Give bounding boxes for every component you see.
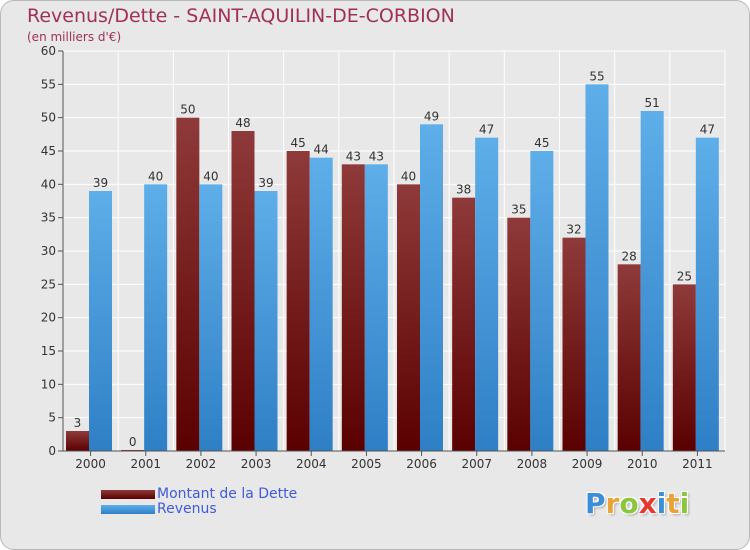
logo-letter: o xyxy=(619,487,639,520)
grid-lines xyxy=(62,50,726,452)
x-tick-label: 2006 xyxy=(406,457,437,471)
data-label: 32 xyxy=(566,223,581,237)
y-tick-label: 25 xyxy=(41,277,56,291)
revenue-bar xyxy=(144,184,168,452)
legend-label-debt: Montant de la Dette xyxy=(157,486,298,502)
y-tick-label: 20 xyxy=(41,311,56,325)
y-tick-label: 35 xyxy=(41,211,56,225)
y-tick-label: 55 xyxy=(41,77,56,91)
logo-letter: t xyxy=(666,487,680,520)
y-tick-label: 5 xyxy=(48,411,56,425)
logo-letter: i xyxy=(679,487,690,520)
bars xyxy=(66,84,719,452)
data-label: 50 xyxy=(180,103,195,117)
x-tick-label: 2002 xyxy=(186,457,217,471)
x-tick-label: 2007 xyxy=(461,457,492,471)
y-tick-label: 50 xyxy=(41,111,56,125)
logo-letter: x xyxy=(638,487,657,520)
data-label: 0 xyxy=(129,435,137,449)
data-labels: 3 39 0 40 50 40 48 39 45 44 43 43 40 49 38 47 35 45 32 55 28… xyxy=(74,69,715,449)
logo-letter: i xyxy=(656,487,667,520)
data-label: 51 xyxy=(645,96,660,110)
y-tick-label: 10 xyxy=(41,377,56,391)
revenue-bar xyxy=(640,111,664,451)
legend-swatch-revenue xyxy=(101,505,155,514)
y-tick-label: 15 xyxy=(41,344,56,358)
revenue-bar xyxy=(585,84,609,451)
data-label: 48 xyxy=(235,116,250,130)
x-tick-label: 2010 xyxy=(627,457,658,471)
y-tick-label: 30 xyxy=(41,244,56,258)
debt-bar xyxy=(672,284,696,451)
y-tick-label: 45 xyxy=(41,144,56,158)
x-tick-label: 2000 xyxy=(75,457,106,471)
data-label: 40 xyxy=(401,169,416,183)
data-label: 49 xyxy=(424,109,439,123)
data-label: 3 xyxy=(74,416,82,430)
logo-letter: P xyxy=(585,487,606,520)
x-tick-label: 2009 xyxy=(572,457,603,471)
debt-bar xyxy=(507,217,531,451)
y-tick-label: 60 xyxy=(41,44,56,58)
data-label: 44 xyxy=(314,143,329,157)
debt-bar xyxy=(562,237,586,451)
revenue-bar xyxy=(199,184,223,452)
revenue-bar xyxy=(420,124,443,451)
debt-bar xyxy=(397,184,420,452)
data-label: 38 xyxy=(456,183,471,197)
debt-bar xyxy=(66,431,89,451)
data-label: 39 xyxy=(258,176,273,190)
data-label: 28 xyxy=(622,249,637,263)
debt-bar xyxy=(286,151,310,451)
data-label: 45 xyxy=(534,136,549,150)
data-label: 40 xyxy=(148,169,163,183)
x-tick-label: 2003 xyxy=(241,457,272,471)
data-label: 55 xyxy=(589,69,604,83)
debt-bar xyxy=(176,117,200,452)
revenue-bar xyxy=(364,164,388,452)
logo-letter: r xyxy=(605,487,620,520)
revenue-bar xyxy=(89,191,112,451)
y-tick-label: 40 xyxy=(41,177,56,191)
revenue-bar xyxy=(530,151,554,451)
data-label: 45 xyxy=(291,136,306,150)
revenue-bar xyxy=(254,191,278,451)
data-label: 39 xyxy=(93,176,108,190)
x-tick-label: 2005 xyxy=(351,457,382,471)
proxiti-logo: Proxiti xyxy=(585,487,689,520)
revenue-bar xyxy=(695,137,719,451)
data-label: 25 xyxy=(677,269,692,283)
x-tick-label: 2001 xyxy=(130,457,161,471)
legend-label-revenue: Revenus xyxy=(157,501,217,517)
debt-bar xyxy=(452,197,476,451)
debt-bar xyxy=(617,264,641,451)
data-label: 35 xyxy=(511,203,526,217)
data-label: 40 xyxy=(203,169,218,183)
debt-bar xyxy=(231,131,255,451)
data-label: 43 xyxy=(346,149,361,163)
chart-subtitle: (en milliers d'€) xyxy=(27,30,122,44)
revenue-bar xyxy=(475,137,499,451)
legend-swatch-debt xyxy=(101,490,155,499)
x-tick-label: 2008 xyxy=(517,457,548,471)
data-label: 47 xyxy=(479,123,494,137)
y-tick-label: 0 xyxy=(48,444,56,458)
debt-bar xyxy=(341,164,365,452)
revenue-bar xyxy=(309,157,333,451)
data-label: 47 xyxy=(700,123,715,137)
chart-title: Revenus/Dette - SAINT-AQUILIN-DE-CORBION xyxy=(27,5,455,27)
x-tick-label: 2004 xyxy=(296,457,327,471)
data-label: 43 xyxy=(369,149,384,163)
x-tick-label: 2011 xyxy=(682,457,713,471)
